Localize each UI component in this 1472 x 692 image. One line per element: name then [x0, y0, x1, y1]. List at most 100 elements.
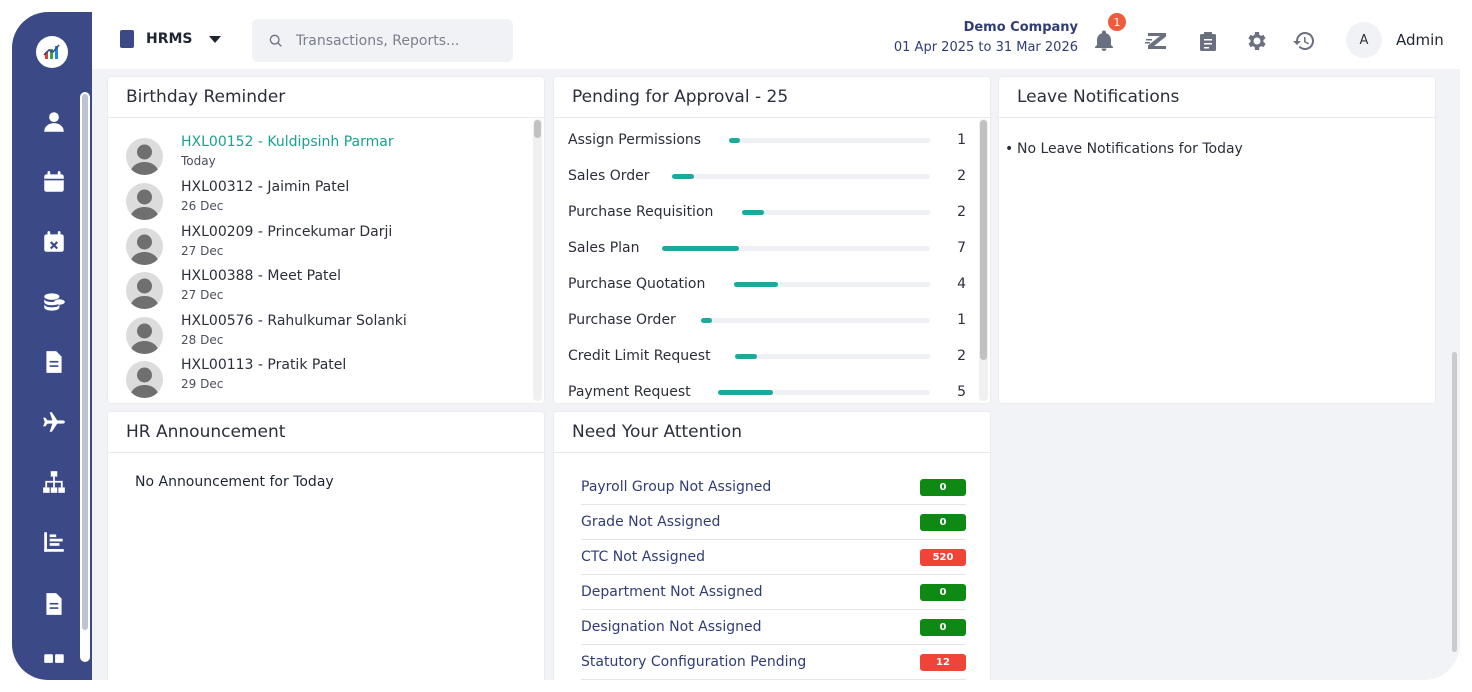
approval-row[interactable]: Purchase Order 1 — [568, 302, 966, 338]
attention-row[interactable]: Department Not Assigned 0 — [581, 575, 966, 610]
approval-row[interactable]: Sales Plan 7 — [568, 230, 966, 266]
coins-icon[interactable] — [40, 288, 68, 316]
approval-progress-fill — [742, 209, 764, 215]
birthday-name: HXL00113 - Pratik Patel — [181, 357, 347, 373]
person-avatar-icon — [126, 317, 163, 354]
approval-progress-fill — [672, 173, 694, 179]
attention-row[interactable]: Payroll Group Not Assigned 0 — [581, 470, 966, 505]
status-badge: 0 — [920, 514, 966, 531]
announcement-message: No Announcement for Today — [135, 474, 334, 490]
attention-label[interactable]: Payroll Group Not Assigned — [581, 479, 772, 495]
list-item[interactable]: HXL00388 - Meet Patel 27 Dec — [126, 268, 341, 312]
approval-progress-track — [742, 209, 930, 215]
approval-row[interactable]: Purchase Requisition 2 — [568, 194, 966, 230]
list-item[interactable]: HXL00209 - Princekumar Darji 27 Dec — [126, 224, 392, 268]
calendar-icon[interactable] — [40, 168, 68, 196]
search-icon — [269, 34, 282, 47]
tie-icon — [120, 30, 134, 48]
approval-row[interactable]: Purchase Quotation 4 — [568, 266, 966, 302]
attention-row[interactable]: Statutory Configuration Pending 12 — [581, 645, 966, 680]
approval-row[interactable]: Payment Request 5 — [568, 374, 966, 403]
birthday-name: HXL00312 - Jaimin Patel — [181, 179, 350, 195]
announcement-card: HR Announcement No Announcement for Toda… — [108, 412, 544, 680]
birthday-name: HXL00152 - Kuldipsinh Parmar — [181, 134, 394, 150]
approval-title: Pending for Approval - 25 — [554, 77, 990, 118]
sidebar-scroll-thumb[interactable] — [82, 94, 88, 630]
attention-label[interactable]: Department Not Assigned — [581, 584, 763, 600]
leave-message: No Leave Notifications for Today — [1005, 141, 1243, 157]
list-item[interactable]: HXL00152 - Kuldipsinh Parmar Today — [126, 134, 394, 178]
attention-card: Need Your Attention Payroll Group Not As… — [554, 412, 990, 680]
attention-title: Need Your Attention — [554, 412, 990, 453]
z-logo-icon[interactable] — [1144, 28, 1170, 54]
list-item[interactable]: HXL00113 - Pratik Patel 29 Dec — [126, 357, 346, 401]
top-header: HRMS Demo Company 01 Apr 2025 to 31 Mar … — [92, 12, 1460, 69]
approval-count: 5 — [957, 384, 966, 400]
approval-progress-fill — [729, 137, 740, 143]
calendar-x-icon[interactable] — [40, 228, 68, 256]
approval-label: Purchase Order — [568, 312, 676, 328]
document-icon[interactable] — [40, 348, 68, 376]
gear-icon[interactable] — [1243, 28, 1269, 54]
page-scrollbar[interactable] — [1452, 352, 1457, 652]
approval-progress-track — [729, 137, 930, 143]
sidebar-scrollbar[interactable] — [80, 92, 90, 662]
attention-row[interactable]: CTC Not Assigned 520 — [581, 540, 966, 575]
birthday-date: 28 Dec — [181, 333, 224, 347]
birthday-card: Birthday Reminder HXL00152 - Kuldipsinh … — [108, 77, 544, 403]
org-chart-icon[interactable] — [40, 468, 68, 496]
company-info[interactable]: Demo Company 01 Apr 2025 to 31 Mar 2026 — [894, 20, 1078, 55]
person-avatar-icon — [126, 272, 163, 309]
attention-label[interactable]: Grade Not Assigned — [581, 514, 721, 530]
approval-label: Sales Order — [568, 168, 650, 184]
bell-icon[interactable] — [1091, 28, 1117, 54]
list-item[interactable]: HXL00312 - Jaimin Patel 26 Dec — [126, 179, 349, 223]
birthday-name: HXL00388 - Meet Patel — [181, 268, 342, 284]
module-switcher[interactable]: HRMS — [120, 30, 221, 48]
attention-row[interactable]: Grade Not Assigned 0 — [581, 505, 966, 540]
person-avatar-icon — [126, 361, 163, 398]
attention-label[interactable]: Designation Not Assigned — [581, 619, 762, 635]
list-item[interactable]: HXL00576 - Rahulkumar Solanki 28 Dec — [126, 313, 407, 357]
approval-count: 1 — [957, 312, 966, 328]
birthday-scroll-thumb[interactable] — [534, 120, 541, 138]
notification-badge: 1 — [1108, 13, 1126, 31]
search-input[interactable] — [296, 32, 496, 49]
approval-scrollbar[interactable] — [979, 119, 988, 401]
bar-chart-icon[interactable] — [40, 528, 68, 556]
app-logo-icon[interactable] — [36, 36, 68, 68]
user-icon[interactable] — [40, 108, 68, 136]
financial-year: 01 Apr 2025 to 31 Mar 2026 — [893, 40, 1078, 55]
sidebar — [12, 12, 92, 680]
status-badge: 520 — [920, 549, 966, 566]
avatar[interactable]: A — [1346, 22, 1382, 58]
birthday-scrollbar[interactable] — [533, 119, 542, 401]
file-icon[interactable] — [40, 590, 68, 618]
status-badge: 0 — [920, 619, 966, 636]
attention-label[interactable]: CTC Not Assigned — [581, 549, 706, 565]
grid-icon[interactable] — [40, 650, 68, 678]
approval-count: 1 — [957, 132, 966, 148]
birthday-name: HXL00576 - Rahulkumar Solanki — [181, 313, 407, 329]
approval-row[interactable]: Credit Limit Request 2 — [568, 338, 966, 374]
status-badge: 0 — [920, 479, 966, 496]
birthday-date: 29 Dec — [181, 377, 224, 391]
birthday-title: Birthday Reminder — [108, 77, 544, 118]
attention-label[interactable]: Statutory Configuration Pending — [581, 654, 807, 670]
approval-progress-track — [718, 389, 930, 395]
user-name[interactable]: Admin — [1396, 31, 1444, 49]
person-avatar-icon — [126, 228, 163, 265]
clipboard-icon[interactable] — [1195, 28, 1221, 54]
search-box[interactable] — [252, 19, 513, 62]
attention-row[interactable]: Designation Not Assigned 0 — [581, 610, 966, 645]
history-icon[interactable] — [1291, 28, 1317, 54]
approval-row[interactable]: Sales Order 2 — [568, 158, 966, 194]
airplane-icon[interactable] — [40, 408, 68, 436]
approval-progress-track — [734, 281, 930, 287]
leave-title: Leave Notifications — [999, 77, 1435, 118]
approval-label: Purchase Requisition — [568, 204, 714, 220]
person-avatar-icon — [126, 183, 163, 220]
company-name: Demo Company — [963, 20, 1078, 35]
approval-row[interactable]: Assign Permissions 1 — [568, 122, 966, 158]
approval-scroll-thumb[interactable] — [980, 120, 987, 360]
